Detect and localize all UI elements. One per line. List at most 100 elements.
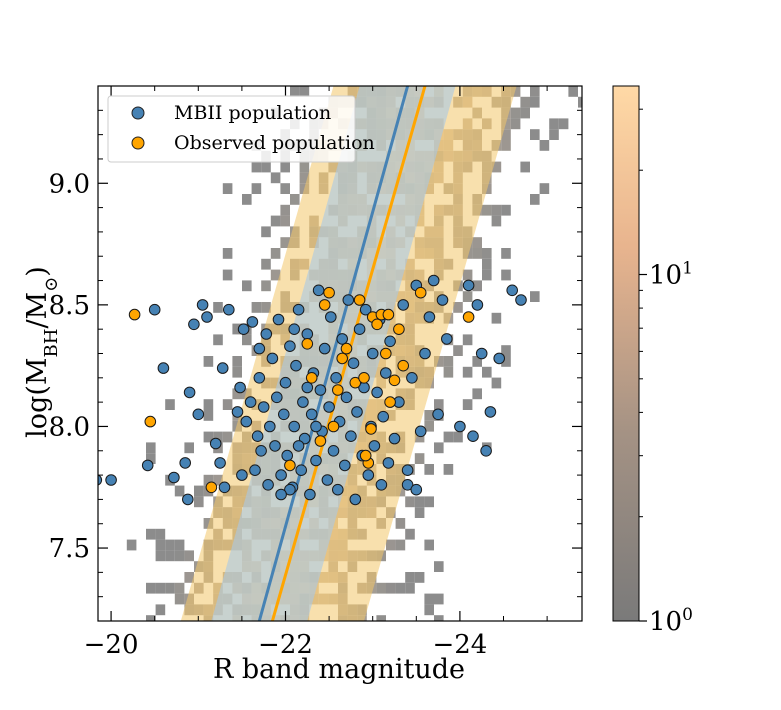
heatmap-cell [222,183,233,194]
mbii-point [264,420,276,433]
heatmap-cell [482,269,492,281]
observed-point [371,318,383,331]
heatmap-cell [530,96,540,108]
heatmap-cell [242,334,252,346]
observed-point [365,423,377,435]
heatmap-cell [482,258,492,270]
mbii-point [246,316,259,328]
mbii-point [366,347,379,360]
heatmap-cell [270,248,281,259]
mbii-point [255,445,267,457]
mbii-point [281,449,294,462]
heatmap-cell [194,496,204,508]
plot-area: −20 −22 −24 7.5 8.0 8.5 9.0 [49,85,583,660]
heatmap-cell [280,183,290,194]
mbii-point [251,430,264,443]
heatmap-cell [424,464,434,475]
heatmap-cell [165,399,175,410]
x-tick-label: −20 [84,630,139,660]
mbii-point [168,471,180,484]
observed-point [340,342,353,355]
heatmap-cell [405,528,415,540]
mbii-point [279,376,292,389]
mbii-point [462,279,475,292]
heatmap-cell [280,204,290,216]
heatmap-cell [261,161,271,173]
legend-label-mbii: MBII population [174,102,331,124]
heatmap-cell [194,485,204,497]
mbii-point [244,396,257,408]
heatmap-cell [482,366,492,378]
heatmap-cell [232,323,242,335]
heatmap-cell [213,474,223,486]
heatmap-cell [251,161,262,173]
observed-point [128,308,141,321]
mbii-point [419,347,431,360]
mbii-point [240,415,253,428]
observed-point [384,396,396,408]
colorbar-tick-label: 100 [649,605,693,637]
heatmap-cell [491,377,502,389]
mbii-point [284,340,296,353]
observed-point [382,308,395,321]
heatmap-cell [424,593,434,605]
observed-point [462,311,475,323]
mbii-point [105,474,117,486]
heatmap-cell [261,258,271,270]
mbii-point [214,457,226,469]
heatmap-cell [395,582,406,594]
heatmap-cell [472,388,482,400]
heatmap-cell [270,269,281,281]
heatmap-cell [453,431,463,443]
heatmap-cell [530,129,540,140]
heatmap-cell [568,86,578,97]
mbii-point [266,352,279,365]
heatmap-cell [174,539,185,551]
heatmap-cell [155,550,166,562]
heatmap-cell [174,593,185,605]
observed-point [284,459,296,472]
heatmap-cell [146,615,156,621]
mbii-point [480,445,492,457]
heatmap-cell [405,496,415,508]
heatmap-cell [434,399,444,410]
mbii-point [183,386,196,399]
mbii-point [269,440,281,452]
colorbar-gradient [612,85,640,622]
heatmap-cell [203,518,214,529]
observed-point [314,435,327,447]
heatmap-cell [232,388,242,400]
mbii-point [325,311,337,323]
x-tick-label: −24 [432,630,487,660]
heatmap-cell [280,215,290,227]
heatmap-cell [376,615,386,621]
heatmap-cell [472,237,482,248]
heatmap-cell [146,582,156,594]
heatmap-cell [424,410,434,421]
mbii-point [330,372,342,384]
mbii-point [257,401,270,413]
observed-point [301,338,314,350]
mbii-point [304,488,316,501]
heatmap-cell [414,453,425,464]
heatmap-cell [501,356,511,367]
mbii-point [310,420,322,433]
heatmap-cell [443,464,454,475]
mbii-point [506,284,519,297]
heatmap-cell [213,431,223,443]
heatmap-cell [405,582,415,594]
heatmap-cell [203,356,214,367]
axis-ticks: −20 −22 −24 7.5 8.0 8.5 9.0 [49,86,582,660]
heatmap-cell [165,539,175,551]
heatmap-cell [232,366,242,378]
mbii-point [201,311,213,323]
mbii-point [182,493,194,506]
colorbar: 100 101 [612,85,693,637]
heatmap-cell [453,302,463,313]
mbii-point [414,425,427,438]
mbii-point [427,274,440,287]
heatmap-cell [146,442,156,454]
heatmap-cell [578,96,582,108]
mbii-point [253,342,266,355]
heatmap-cell [530,291,540,302]
